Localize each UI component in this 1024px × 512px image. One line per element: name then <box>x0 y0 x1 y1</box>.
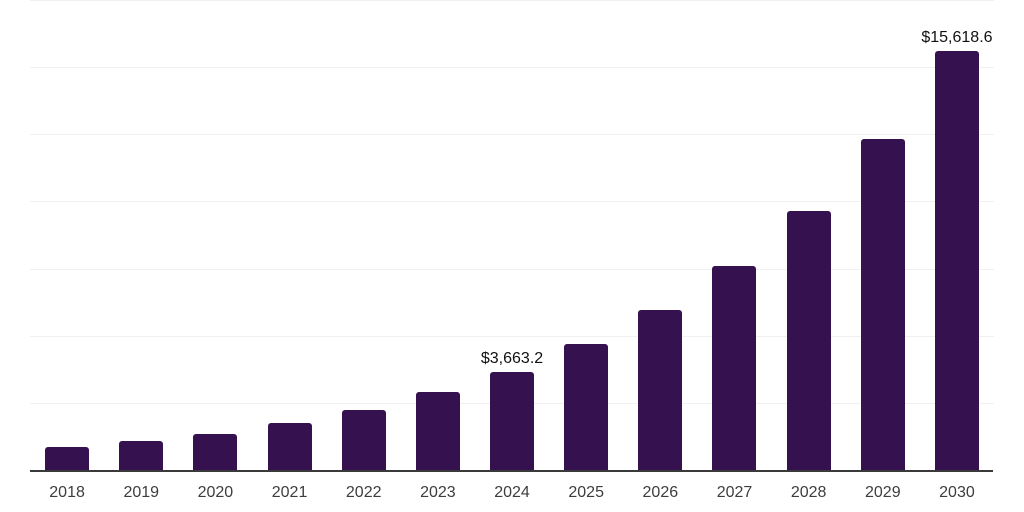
chart-column-2027 <box>697 0 771 470</box>
chart-column-2018 <box>30 0 104 470</box>
chart-column-2024: $3,663.2 <box>475 0 549 470</box>
bar-2020 <box>193 434 238 470</box>
gridline-5000 <box>30 336 994 337</box>
x-tick-2021: 2021 <box>271 484 308 501</box>
x-tick-2022: 2022 <box>345 484 382 501</box>
chart-column-2021 <box>252 0 326 470</box>
chart-column-2026 <box>623 0 697 470</box>
bar-2028 <box>786 210 831 470</box>
chart-column-2030: $15,618.6 <box>920 0 994 470</box>
x-tick-2026: 2026 <box>642 484 679 501</box>
x-axis-labels: 2018 2019 2020 2021 2022 2023 2024 2025 2026 2027… <box>30 481 994 505</box>
x-tick-2019: 2019 <box>123 484 160 501</box>
bar-columns: $3,663.2 $15,618.6 <box>30 0 994 470</box>
value-label-2030: $15,618.6 <box>921 28 993 46</box>
x-tick-2018: 2018 <box>49 484 85 501</box>
bar-2029 <box>860 139 905 470</box>
x-tick-2027: 2027 <box>716 484 753 501</box>
bar-2026 <box>638 309 683 470</box>
gridline-15000 <box>30 67 994 68</box>
chart-column-2029 <box>846 0 920 470</box>
x-tick-2023: 2023 <box>420 484 456 501</box>
chart-column-2019 <box>104 0 178 470</box>
chart-column-2023 <box>401 0 475 470</box>
bar-2018 <box>45 447 90 470</box>
bar-2030 <box>934 50 979 470</box>
x-tick-2025: 2025 <box>568 484 604 501</box>
x-tick-2020: 2020 <box>197 484 234 501</box>
gridline-12500 <box>30 134 994 135</box>
plot-area: $3,663.2 $15,618.6 <box>30 0 994 470</box>
x-tick-2028: 2028 <box>790 484 827 501</box>
x-tick-2024: 2024 <box>494 484 530 501</box>
x-tick-2030: 2030 <box>939 484 975 501</box>
gridline-10000 <box>30 201 994 202</box>
chart-column-2025 <box>549 0 623 470</box>
x-axis-line <box>30 470 993 472</box>
gridline-17500 <box>30 0 994 1</box>
x-tick-2029: 2029 <box>865 484 901 501</box>
chart-column-2022 <box>327 0 401 470</box>
chart-column-2028 <box>772 0 846 470</box>
bar-2025 <box>564 344 609 470</box>
bar-2022 <box>341 410 386 470</box>
value-label-2024: $3,663.2 <box>480 349 544 367</box>
chart-column-2020 <box>178 0 252 470</box>
bar-2019 <box>119 441 164 470</box>
bar-2027 <box>712 266 757 470</box>
bar-2024 <box>490 371 535 470</box>
bar-2021 <box>267 422 312 470</box>
gridline-7500 <box>30 269 994 270</box>
bar-2023 <box>415 392 460 470</box>
